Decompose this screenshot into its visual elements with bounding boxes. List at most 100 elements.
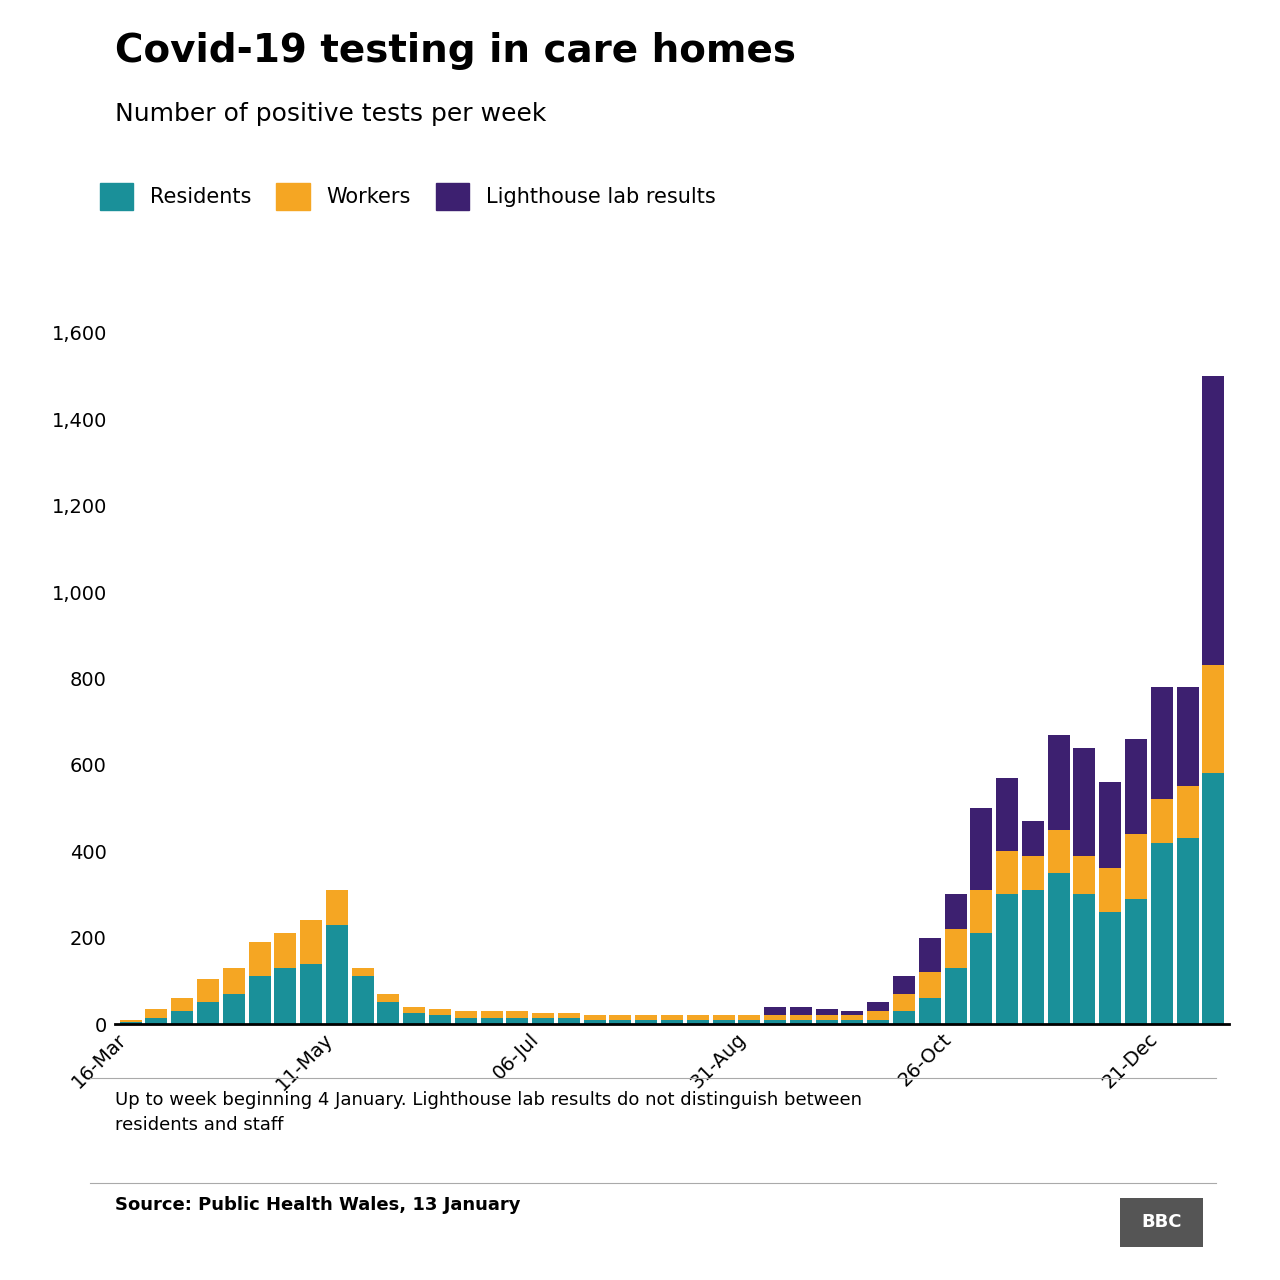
Bar: [1074, 895, 1096, 1024]
Bar: [146, 1018, 168, 1024]
Bar: [841, 1011, 864, 1015]
Bar: [919, 937, 941, 973]
Bar: [1176, 687, 1198, 786]
Bar: [1125, 739, 1147, 835]
Bar: [326, 924, 348, 1024]
Bar: [532, 1014, 554, 1018]
Bar: [172, 1011, 193, 1024]
Bar: [1100, 911, 1121, 1024]
Bar: [893, 993, 915, 1011]
Bar: [1125, 899, 1147, 1024]
Bar: [790, 1020, 812, 1024]
Bar: [120, 1021, 142, 1024]
Bar: [1176, 838, 1198, 1024]
Bar: [429, 1009, 451, 1015]
Bar: [403, 1014, 425, 1024]
Bar: [454, 1011, 476, 1018]
Bar: [1021, 820, 1044, 855]
Bar: [300, 964, 323, 1024]
Bar: [532, 1018, 554, 1024]
Bar: [919, 973, 941, 998]
Bar: [1202, 773, 1224, 1024]
Bar: [609, 1020, 631, 1024]
Bar: [945, 895, 966, 929]
Bar: [970, 808, 992, 890]
Bar: [1151, 842, 1172, 1024]
Bar: [507, 1018, 529, 1024]
Bar: [609, 1015, 631, 1020]
Bar: [558, 1014, 580, 1018]
Legend: Residents, Workers, Lighthouse lab results: Residents, Workers, Lighthouse lab resul…: [100, 183, 716, 210]
Bar: [790, 1015, 812, 1020]
Text: Number of positive tests per week: Number of positive tests per week: [115, 102, 547, 127]
Bar: [403, 1006, 425, 1014]
Bar: [352, 968, 374, 977]
Bar: [635, 1015, 657, 1020]
Bar: [1074, 748, 1096, 855]
Bar: [1151, 687, 1172, 799]
Bar: [429, 1015, 451, 1024]
Bar: [764, 1006, 786, 1015]
Bar: [764, 1020, 786, 1024]
Bar: [945, 929, 966, 968]
Bar: [945, 968, 966, 1024]
Bar: [660, 1020, 684, 1024]
Bar: [713, 1020, 735, 1024]
Bar: [1048, 829, 1070, 873]
Bar: [660, 1015, 684, 1020]
Bar: [172, 998, 193, 1011]
Bar: [687, 1015, 709, 1020]
Bar: [1100, 868, 1121, 911]
Bar: [223, 993, 244, 1024]
Bar: [815, 1015, 837, 1020]
Bar: [739, 1015, 760, 1020]
Bar: [687, 1020, 709, 1024]
Bar: [996, 895, 1018, 1024]
Bar: [893, 1011, 915, 1024]
Bar: [507, 1011, 529, 1018]
Bar: [197, 979, 219, 1002]
Text: Covid-19 testing in care homes: Covid-19 testing in care homes: [115, 32, 796, 70]
Bar: [868, 1002, 890, 1011]
Text: Up to week beginning 4 January. Lighthouse lab results do not distinguish betwee: Up to week beginning 4 January. Lighthou…: [115, 1091, 863, 1134]
Bar: [970, 890, 992, 933]
Bar: [223, 968, 244, 993]
Bar: [378, 993, 399, 1002]
Bar: [248, 942, 270, 977]
Bar: [739, 1020, 760, 1024]
Bar: [378, 1002, 399, 1024]
Bar: [868, 1020, 890, 1024]
Bar: [1151, 799, 1172, 842]
Bar: [326, 890, 348, 924]
Bar: [868, 1011, 890, 1020]
Bar: [919, 998, 941, 1024]
Bar: [1202, 666, 1224, 773]
Bar: [1125, 835, 1147, 899]
Bar: [1048, 735, 1070, 829]
Bar: [454, 1018, 476, 1024]
Bar: [815, 1009, 837, 1015]
Bar: [1048, 873, 1070, 1024]
Bar: [146, 1009, 168, 1018]
Bar: [1100, 782, 1121, 868]
Bar: [841, 1015, 864, 1020]
Bar: [1021, 855, 1044, 890]
Bar: [1074, 855, 1096, 895]
Bar: [1176, 786, 1198, 838]
Bar: [713, 1015, 735, 1020]
Bar: [1021, 890, 1044, 1024]
Bar: [120, 1020, 142, 1021]
Bar: [1202, 376, 1224, 666]
Bar: [790, 1006, 812, 1015]
Bar: [584, 1020, 605, 1024]
Text: Source: Public Health Wales, 13 January: Source: Public Health Wales, 13 January: [115, 1196, 521, 1213]
Bar: [248, 977, 270, 1024]
Bar: [197, 1002, 219, 1024]
Bar: [480, 1011, 503, 1018]
Bar: [893, 977, 915, 993]
Bar: [274, 968, 296, 1024]
Bar: [841, 1020, 864, 1024]
Text: BBC: BBC: [1142, 1213, 1181, 1231]
Bar: [480, 1018, 503, 1024]
Bar: [815, 1020, 837, 1024]
